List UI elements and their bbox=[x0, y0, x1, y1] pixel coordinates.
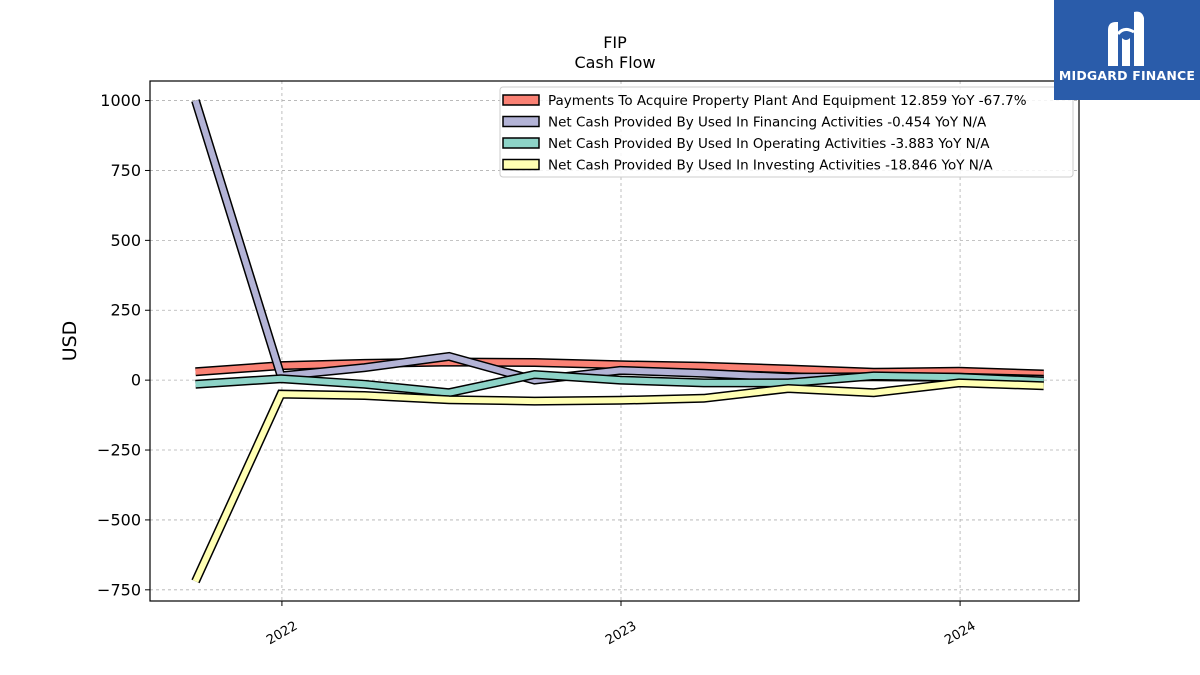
chart-title: FIP bbox=[603, 33, 627, 52]
series-fill bbox=[195, 371, 1044, 396]
legend-item-3: Net Cash Provided By Used In Operating A… bbox=[502, 136, 990, 152]
y-tick-label: 500 bbox=[110, 231, 141, 250]
x-axis-ticks: 2022 2023 2024 bbox=[264, 601, 978, 648]
legend-item-4: Net Cash Provided By Used In Investing A… bbox=[502, 158, 993, 174]
legend-label: Net Cash Provided By Used In Financing A… bbox=[548, 115, 987, 131]
legend-box bbox=[499, 86, 1074, 178]
y-tick-label: −250 bbox=[97, 441, 141, 460]
legend-label: Net Cash Provided By Used In Investing A… bbox=[548, 158, 993, 174]
plot-frame bbox=[149, 80, 1080, 602]
series-lines bbox=[191, 99, 1044, 584]
legend-swatch bbox=[502, 94, 540, 106]
x-tick-label: 2023 bbox=[603, 619, 639, 649]
legend-label: Net Cash Provided By Used In Operating A… bbox=[548, 136, 990, 152]
series-fill bbox=[192, 379, 1044, 583]
legend-swatch bbox=[502, 115, 540, 128]
y-tick-label: −750 bbox=[97, 580, 141, 599]
midgard-finance-logo: MIDGARD FINANCE bbox=[1054, 0, 1200, 100]
legend-swatch bbox=[502, 137, 540, 149]
series-line-4 bbox=[191, 378, 1044, 584]
x-tick-label: 2024 bbox=[942, 619, 978, 649]
y-axis-ticks: 1000 750 500 250 0 −250 −500 −750 bbox=[97, 91, 150, 599]
series-outline bbox=[191, 378, 1044, 584]
y-tick-label: −500 bbox=[97, 510, 141, 529]
logo-text: MIDGARD FINANCE bbox=[1058, 68, 1196, 83]
legend-item-1: Payments To Acquire Property Plant And E… bbox=[502, 93, 1027, 109]
logo-mark-icon bbox=[1108, 11, 1144, 67]
y-tick-label: 250 bbox=[110, 301, 141, 320]
chart-subtitle: Cash Flow bbox=[574, 53, 655, 72]
y-tick-label: 0 bbox=[131, 371, 141, 390]
legend: Payments To Acquire Property Plant And E… bbox=[499, 86, 1074, 178]
legend-item-2: Net Cash Provided By Used In Financing A… bbox=[502, 115, 987, 131]
x-tick-label: 2022 bbox=[264, 619, 300, 649]
legend-label: Payments To Acquire Property Plant And E… bbox=[548, 93, 1027, 109]
y-axis-label: USD bbox=[59, 321, 81, 362]
legend-swatch bbox=[502, 158, 540, 171]
y-tick-label: 1000 bbox=[100, 91, 141, 110]
y-tick-label: 750 bbox=[110, 161, 141, 180]
series-line-3 bbox=[195, 369, 1044, 398]
